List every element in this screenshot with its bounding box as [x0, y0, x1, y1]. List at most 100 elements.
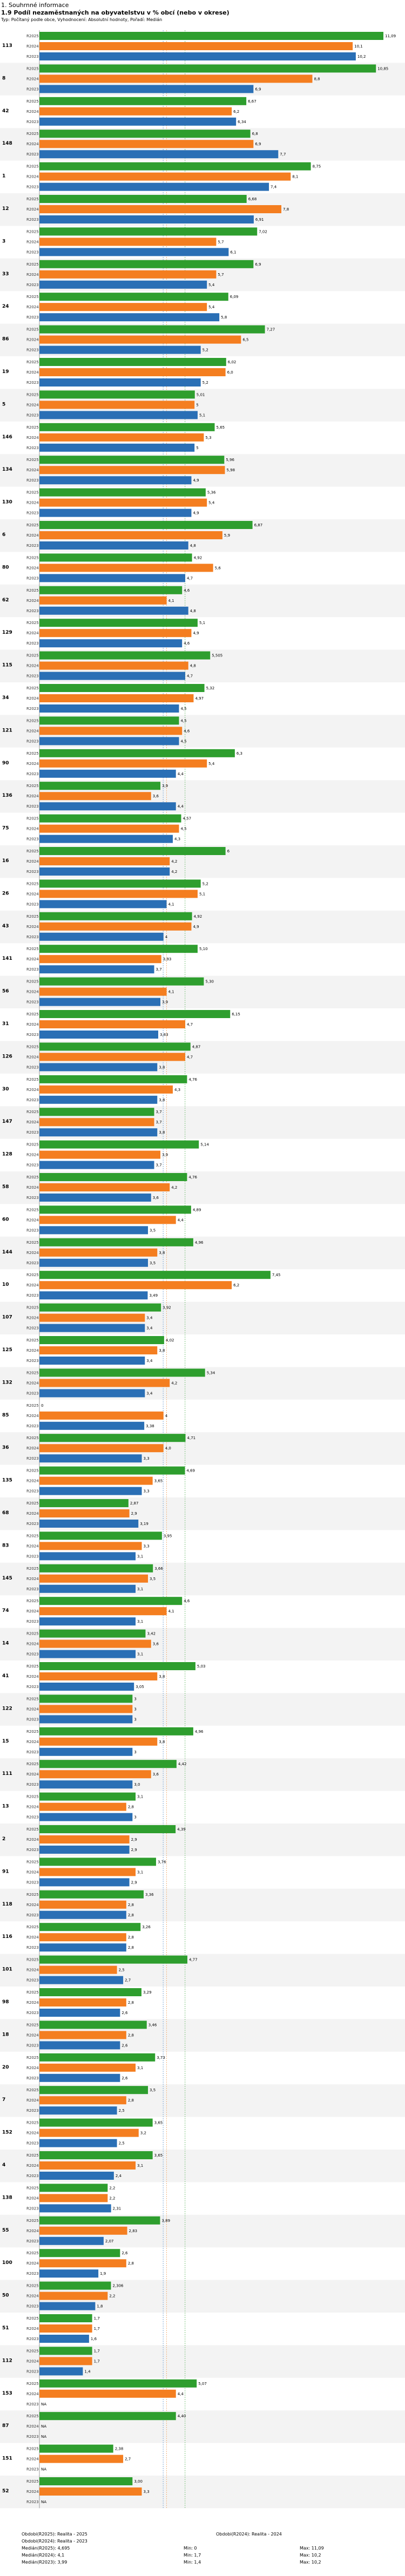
- bar-value-label: 3,7: [156, 967, 162, 972]
- bar-value-label: 4,71: [187, 1436, 196, 1440]
- bar-r2024: [39, 1998, 126, 2006]
- bar-r2025: [39, 2314, 92, 2322]
- bar-r2023: [39, 378, 201, 387]
- group-label: 113: [2, 43, 12, 49]
- bar-value-label: 3,1: [137, 1795, 143, 1799]
- bar-r2023: [39, 117, 237, 126]
- bar-r2024: [39, 531, 222, 539]
- series-label: R2024: [26, 240, 39, 244]
- series-label: R2024: [26, 1772, 39, 1777]
- bar-r2025: [39, 1108, 154, 1116]
- bar-value-label: 4,7: [187, 1055, 193, 1059]
- bar-value-label: 5,36: [207, 491, 216, 495]
- bar-r2023: [39, 1878, 130, 1887]
- bar-r2023: [39, 1650, 136, 1658]
- bar-value-label: 5,1: [199, 413, 205, 417]
- bar-r2025: [39, 1564, 153, 1572]
- bar-value-label: 10,1: [354, 44, 363, 49]
- bar-r2025: [39, 912, 192, 920]
- bar-value-label: 4: [165, 935, 168, 939]
- bar-r2024: [39, 1770, 151, 1779]
- bar-r2023: [39, 182, 269, 191]
- series-label: R2024: [26, 1414, 39, 1418]
- series-label: R2024: [26, 2033, 39, 2037]
- bar-r2025: [39, 2249, 120, 2258]
- series-label: R2024: [26, 2066, 39, 2070]
- series-label: R2024: [26, 403, 39, 407]
- series-label: R2025: [26, 197, 39, 201]
- group-label: 147: [2, 1119, 12, 1124]
- series-label: R2023: [26, 902, 39, 906]
- group-label: 85: [2, 1413, 9, 1418]
- bar-value-label: 4,8: [190, 609, 196, 613]
- bar-r2025: [39, 456, 225, 464]
- series-label: R2025: [26, 1208, 39, 1212]
- bar-r2024: [39, 238, 217, 246]
- bar-value-label: 2,306: [112, 2284, 124, 2288]
- bar-r2024: [39, 1411, 164, 1420]
- bar-r2023: [39, 2139, 117, 2147]
- bar-r2023: [39, 769, 176, 778]
- bar-r2025: [39, 1336, 164, 1344]
- bar-value-label: 5: [196, 403, 198, 407]
- bar-r2024: [39, 2487, 142, 2496]
- series-label: R2024: [26, 2229, 39, 2233]
- series-label: R2023: [26, 152, 39, 157]
- bar-r2024: [39, 759, 207, 768]
- bar-r2025: [39, 97, 247, 105]
- bar-value-label: 3,93: [163, 957, 172, 961]
- group-label: 98: [2, 1999, 9, 2005]
- bar-r2023: [39, 672, 185, 680]
- bar-value-label: 7,45: [272, 1273, 281, 1277]
- bar-r2025: [39, 1499, 129, 1507]
- bar-r2023: [39, 1976, 124, 1984]
- bar-value-label: 3: [134, 1707, 136, 1711]
- bar-r2025: [39, 1955, 187, 1964]
- bar-r2023: [39, 900, 167, 909]
- bar-r2024: [39, 955, 161, 964]
- series-label: R2025: [26, 2153, 39, 2158]
- bar-r2025: [39, 586, 183, 594]
- series-label: R2025: [26, 980, 39, 984]
- bar-r2023: [39, 1031, 158, 1039]
- bar-value-label: 1,7: [94, 2327, 100, 2331]
- bar-r2023: [39, 1226, 148, 1235]
- bar-value-label: 3,3: [144, 1456, 150, 1461]
- bar-value-label: 4,89: [193, 1208, 201, 1212]
- bar-r2025: [39, 2053, 156, 2062]
- bar-r2023: [39, 1357, 145, 1365]
- bar-value-label: 4,97: [195, 696, 204, 701]
- group-label: 130: [2, 500, 12, 505]
- bar-r2023: [39, 1943, 126, 1952]
- bar-r2025: [39, 32, 383, 40]
- bar-r2025: [39, 1042, 191, 1051]
- footer-max-2024: Max: 10,2: [300, 2553, 321, 2558]
- group-label: 68: [2, 1510, 9, 1516]
- series-label: R2023: [26, 2174, 39, 2178]
- series-label: R2023: [26, 1424, 39, 1428]
- series-label: R2025: [26, 1990, 39, 1995]
- group-label: 43: [2, 924, 9, 929]
- bar-r2025: [39, 162, 311, 171]
- bar-r2024: [39, 922, 192, 931]
- bar-r2025: [39, 2379, 197, 2388]
- series-label: R2025: [26, 1436, 39, 1440]
- bar-r2024: [39, 1868, 136, 1876]
- group-label: 118: [2, 1902, 12, 1907]
- bar-r2023: [39, 476, 192, 485]
- bar-value-label: 0: [41, 1404, 43, 1408]
- bar-value-label: 3,7: [156, 1110, 162, 1114]
- series-label: R2025: [26, 2219, 39, 2223]
- bar-value-label: 7,02: [259, 229, 267, 234]
- bar-value-label: 3: [134, 1815, 136, 1820]
- bar-value-label: 4,7: [187, 674, 193, 679]
- series-label: R2025: [26, 2382, 39, 2386]
- series-label: R2023: [26, 2304, 39, 2309]
- bar-r2023: [39, 1846, 130, 1854]
- series-label: R2023: [26, 2109, 39, 2113]
- bar-r2024: [39, 2194, 108, 2202]
- bar-r2023: [39, 1454, 142, 1463]
- bar-value-label: 3,8: [159, 1251, 165, 1255]
- bar-r2025: [39, 1531, 162, 1540]
- bar-r2023: [39, 1683, 134, 1691]
